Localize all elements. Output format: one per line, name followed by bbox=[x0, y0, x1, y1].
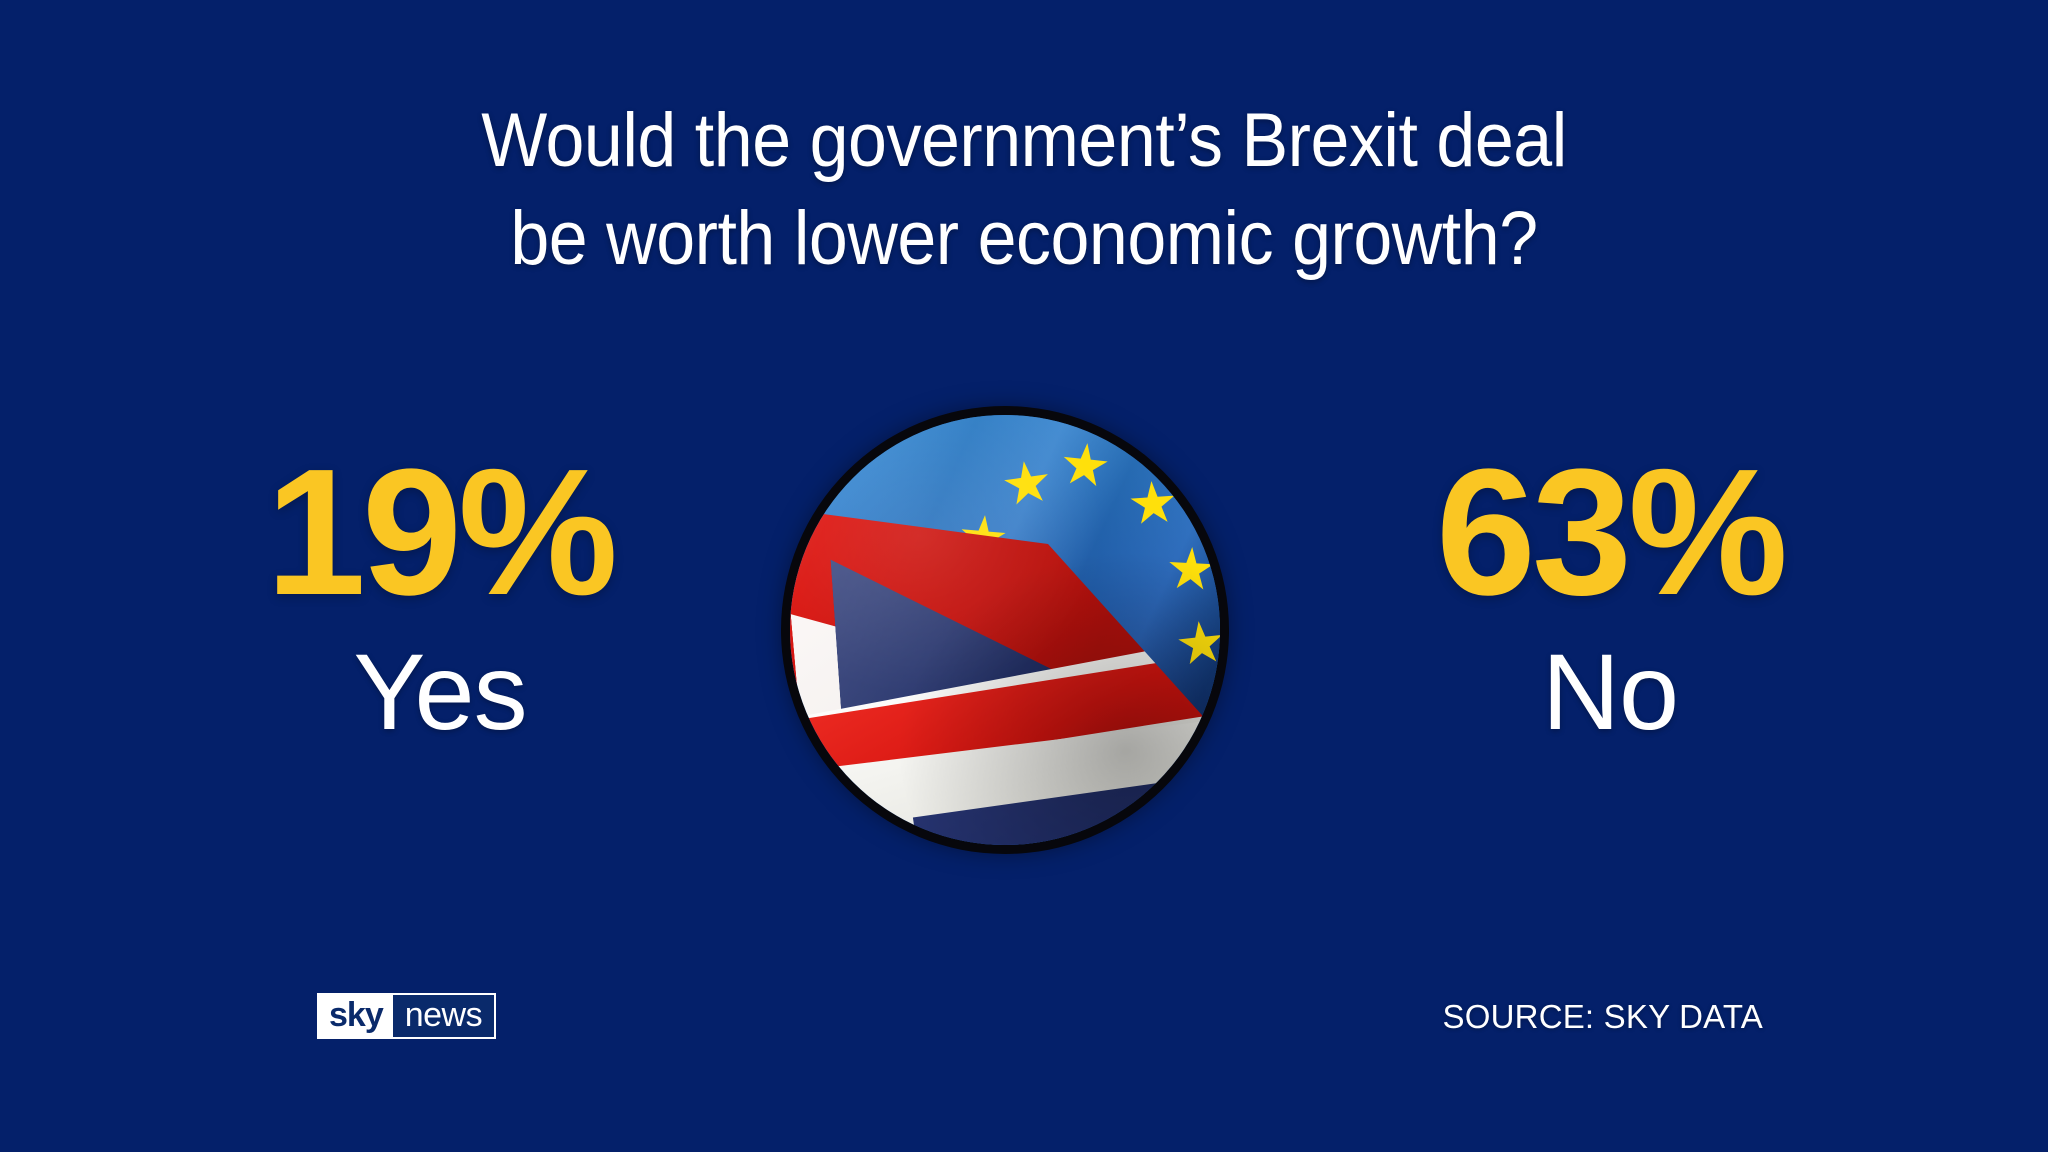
result-yes: 19% Yes bbox=[140, 440, 740, 750]
results-row: 19% Yes 63% No bbox=[0, 440, 2048, 860]
result-no-label: No bbox=[1541, 631, 1679, 752]
result-no-value: 63% bbox=[1435, 432, 1788, 633]
flag-image bbox=[790, 415, 1220, 845]
logo-news-text: news bbox=[392, 995, 495, 1037]
result-no: 63% No bbox=[1310, 440, 1910, 750]
result-yes-value: 19% bbox=[265, 432, 618, 633]
title-line-2: be worth lower economic growth? bbox=[510, 196, 1538, 281]
page-title: Would the government’s Brexit deal be wo… bbox=[0, 92, 2048, 288]
logo-sky-text: sky bbox=[319, 995, 393, 1037]
result-yes-label: Yes bbox=[353, 631, 527, 752]
title-line-1: Would the government’s Brexit deal bbox=[481, 98, 1567, 183]
sky-news-logo: sky news bbox=[317, 993, 497, 1039]
source-credit: SOURCE: SKY DATA bbox=[1442, 998, 1763, 1035]
flag-circle-icon bbox=[790, 415, 1220, 845]
